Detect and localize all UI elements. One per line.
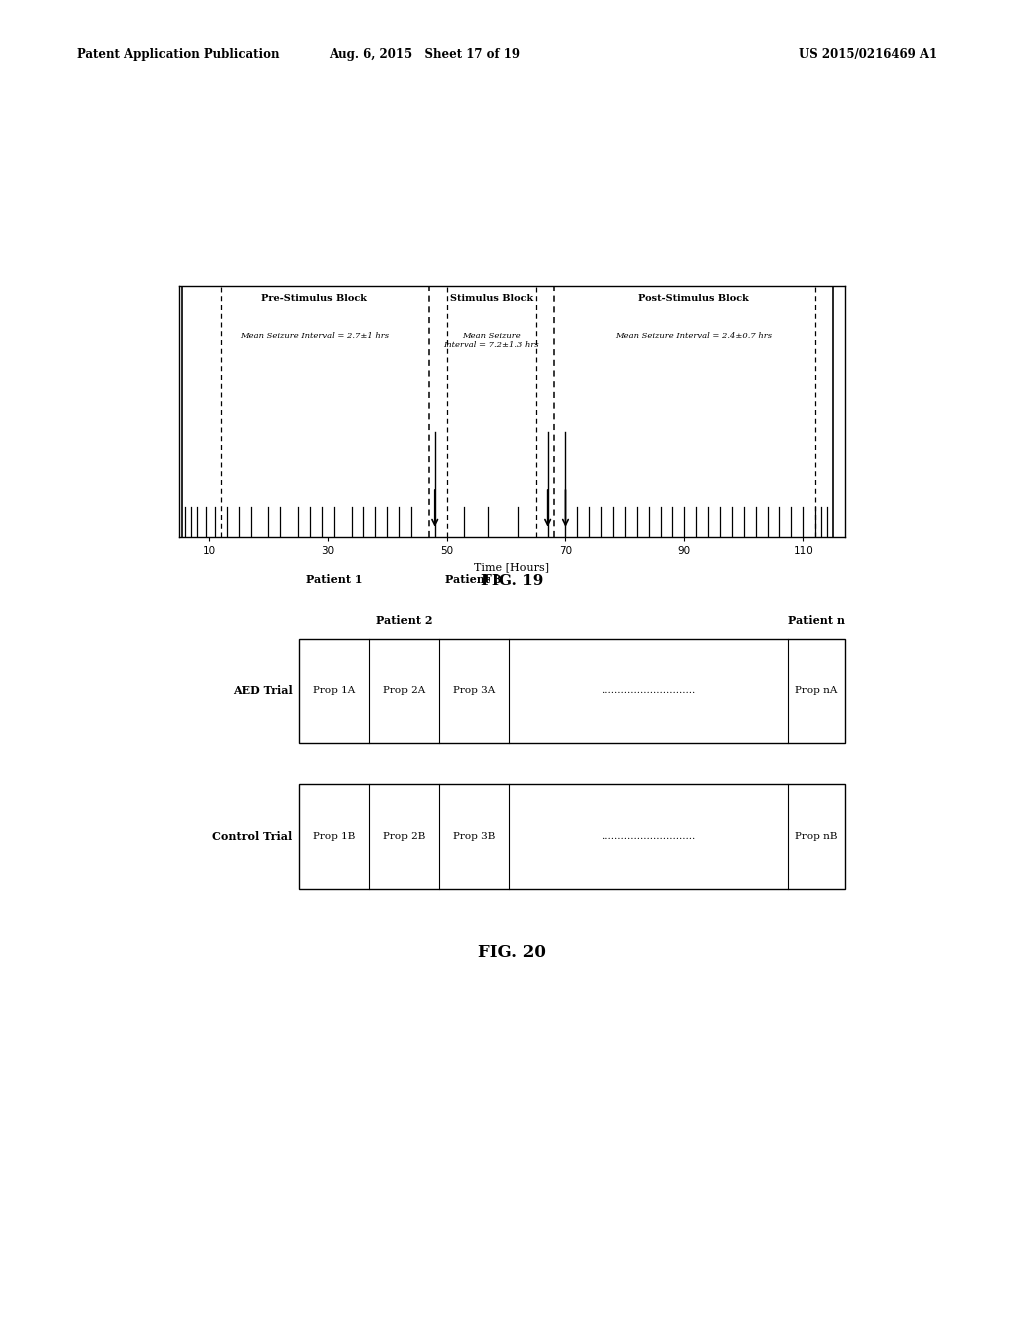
- Text: Prop 1B: Prop 1B: [312, 832, 355, 841]
- Text: Patient 2: Patient 2: [376, 615, 432, 626]
- Text: Aug. 6, 2015   Sheet 17 of 19: Aug. 6, 2015 Sheet 17 of 19: [330, 48, 520, 61]
- Text: Prop 2A: Prop 2A: [383, 686, 425, 696]
- Bar: [299, 639, 845, 743]
- Text: Prop 3A: Prop 3A: [453, 686, 495, 696]
- Text: Pre-Stimulus Block: Pre-Stimulus Block: [261, 294, 368, 304]
- Text: FIG. 20: FIG. 20: [478, 944, 546, 961]
- Text: Prop 3B: Prop 3B: [453, 832, 495, 841]
- Text: .............................: .............................: [601, 686, 695, 696]
- Text: Patient n: Patient n: [788, 615, 845, 626]
- Text: Patient 3: Patient 3: [445, 574, 502, 585]
- Text: Prop 1A: Prop 1A: [312, 686, 355, 696]
- Text: Stimulus Block: Stimulus Block: [450, 294, 532, 304]
- Text: FIG. 19: FIG. 19: [481, 574, 543, 589]
- Text: Prop 2B: Prop 2B: [383, 832, 425, 841]
- Text: Mean Seizure Interval = 2.7±1 hrs: Mean Seizure Interval = 2.7±1 hrs: [240, 331, 389, 339]
- Bar: [299, 784, 845, 888]
- X-axis label: Time [Hours]: Time [Hours]: [474, 562, 550, 572]
- Text: Control Trial: Control Trial: [212, 832, 293, 842]
- Text: US 2015/0216469 A1: US 2015/0216469 A1: [799, 48, 937, 61]
- Text: .............................: .............................: [601, 832, 695, 841]
- Text: Patient 1: Patient 1: [306, 574, 362, 585]
- Text: Post-Stimulus Block: Post-Stimulus Block: [638, 294, 749, 304]
- Text: Patent Application Publication: Patent Application Publication: [77, 48, 280, 61]
- Text: AED Trial: AED Trial: [232, 685, 293, 697]
- Text: Prop nB: Prop nB: [796, 832, 838, 841]
- Text: Prop nA: Prop nA: [796, 686, 838, 696]
- Text: Mean Seizure
Interval = 7.2±1.3 hrs: Mean Seizure Interval = 7.2±1.3 hrs: [443, 331, 539, 348]
- Text: Mean Seizure Interval = 2.4±0.7 hrs: Mean Seizure Interval = 2.4±0.7 hrs: [614, 331, 772, 339]
